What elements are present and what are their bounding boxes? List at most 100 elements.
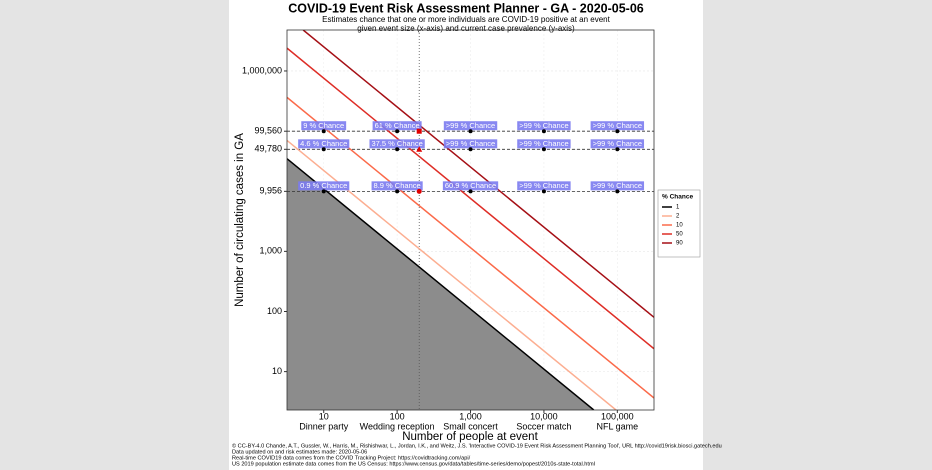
chance-label: 0.9 % Chance bbox=[298, 181, 350, 191]
chance-label: 61 % Chance bbox=[372, 121, 422, 131]
x-tick-name: Small concert bbox=[443, 421, 498, 431]
chance-label: 4.6 % Chance bbox=[298, 139, 350, 149]
x-tick-name: NFL game bbox=[596, 421, 638, 431]
y-tick-label: 1,000,000 bbox=[242, 65, 282, 75]
label-box bbox=[590, 181, 645, 191]
point bbox=[615, 147, 620, 152]
y-tick-label: 100 bbox=[267, 306, 282, 316]
label-box bbox=[298, 181, 350, 191]
point bbox=[468, 129, 473, 134]
label-text: >99 % Chance bbox=[519, 121, 568, 130]
x-tick-name: Soccer match bbox=[516, 421, 571, 431]
chart-title: COVID-19 Event Risk Assessment Planner -… bbox=[288, 1, 644, 15]
label-box bbox=[298, 139, 350, 149]
label-text: 61 % Chance bbox=[375, 121, 420, 130]
legend-box bbox=[657, 189, 701, 258]
label-text: >99 % Chance bbox=[446, 139, 495, 148]
chance-label: >99 % Chance bbox=[590, 181, 645, 191]
x-tick-label: 1,000 bbox=[459, 411, 482, 421]
label-text: >99 % Chance bbox=[519, 139, 568, 148]
label-box bbox=[517, 121, 571, 131]
chance-label: >99 % Chance bbox=[443, 121, 498, 131]
x-axis-title: Number of people at event bbox=[402, 431, 538, 443]
point bbox=[541, 189, 546, 194]
legend-label: 50 bbox=[676, 232, 683, 238]
x-tick-label: 10 bbox=[319, 411, 329, 421]
chance-label: >99 % Chance bbox=[517, 181, 571, 191]
risk-line bbox=[287, 158, 595, 410]
highlight-point bbox=[416, 128, 422, 134]
label-text: >99 % Chance bbox=[593, 139, 642, 148]
label-text: 4.6 % Chance bbox=[300, 139, 347, 148]
y-tick-label: 49,780 bbox=[254, 144, 282, 154]
label-box bbox=[369, 139, 425, 149]
footer: Real-time COVID19 data comes from the CO… bbox=[232, 455, 471, 461]
chance-label: >99 % Chance bbox=[443, 139, 498, 149]
x-tick-name: Dinner party bbox=[299, 421, 349, 431]
risk-line bbox=[302, 30, 654, 318]
chance-label: >99 % Chance bbox=[517, 139, 571, 149]
legend-label: 1 bbox=[676, 205, 680, 211]
label-text: 9 % Chance bbox=[303, 121, 344, 130]
label-box bbox=[443, 139, 498, 149]
point bbox=[468, 189, 473, 194]
legend-title: % Chance bbox=[662, 194, 693, 201]
point bbox=[541, 129, 546, 134]
y-axis-title: Number of circulating cases in GA bbox=[234, 133, 246, 307]
label-text: >99 % Chance bbox=[593, 121, 642, 130]
label-text: >99 % Chance bbox=[593, 181, 642, 190]
point bbox=[615, 189, 620, 194]
y-tick-label: 10 bbox=[272, 366, 282, 376]
label-text: 37.5 % Chance bbox=[371, 139, 422, 148]
point bbox=[541, 147, 546, 152]
chance-label: 60.9 % Chance bbox=[442, 181, 499, 191]
label-box bbox=[372, 121, 422, 131]
chance-label: >99 % Chance bbox=[517, 121, 571, 131]
x-tick-label: 100,000 bbox=[601, 411, 634, 421]
label-box bbox=[590, 139, 645, 149]
chance-label: >99 % Chance bbox=[590, 121, 645, 131]
label-text: 0.9 % Chance bbox=[300, 181, 347, 190]
label-box bbox=[517, 181, 571, 191]
highlight-point bbox=[416, 188, 422, 194]
subtitle: given event size (x-axis) and current ca… bbox=[357, 24, 575, 33]
point bbox=[321, 189, 326, 194]
y-tick-label: 99,560 bbox=[254, 126, 282, 136]
chance-label: 8.9 % Chance bbox=[371, 181, 423, 191]
footer: US 2019 population estimate data comes f… bbox=[232, 461, 595, 467]
point bbox=[615, 129, 620, 134]
point bbox=[395, 189, 400, 194]
chance-label: 9 % Chance bbox=[301, 121, 347, 131]
chance-label: >99 % Chance bbox=[590, 139, 645, 149]
y-tick-label: 9,956 bbox=[259, 186, 282, 196]
highlight-point bbox=[416, 146, 423, 152]
point bbox=[321, 147, 326, 152]
label-box bbox=[371, 181, 423, 191]
legend-label: 2 bbox=[676, 214, 680, 220]
label-box bbox=[443, 121, 498, 131]
label-box bbox=[442, 181, 499, 191]
label-box bbox=[590, 121, 645, 131]
label-box bbox=[517, 139, 571, 149]
label-text: 60.9 % Chance bbox=[445, 181, 496, 190]
point bbox=[395, 147, 400, 152]
legend-label: 90 bbox=[676, 241, 683, 247]
x-tick-label: 10,000 bbox=[530, 411, 558, 421]
x-tick-label: 100 bbox=[390, 411, 405, 421]
label-box bbox=[301, 121, 347, 131]
point bbox=[321, 129, 326, 134]
point bbox=[395, 129, 400, 134]
subtitle: Estimates chance that one or more indivi… bbox=[322, 15, 610, 24]
label-text: >99 % Chance bbox=[446, 121, 495, 130]
y-tick-label: 1,000 bbox=[259, 246, 282, 256]
label-text: >99 % Chance bbox=[519, 181, 568, 190]
risk-line bbox=[287, 47, 654, 350]
point bbox=[468, 147, 473, 152]
footer: © CC-BY-4.0 Chande, A.T., Gussler, W., H… bbox=[232, 442, 722, 449]
x-tick-name: Wedding reception bbox=[360, 421, 435, 431]
footer: Data updated on and risk estimates made:… bbox=[232, 449, 367, 455]
chance-label: 37.5 % Chance bbox=[369, 139, 425, 149]
label-text: 8.9 % Chance bbox=[374, 181, 421, 190]
legend-label: 10 bbox=[676, 223, 683, 229]
